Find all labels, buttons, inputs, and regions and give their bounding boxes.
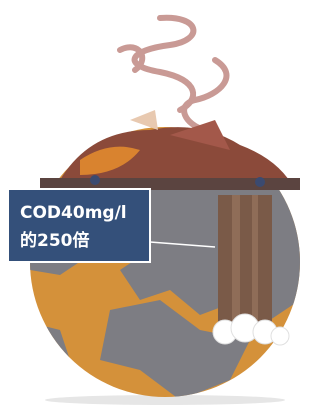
waterfall [218,195,272,330]
label-line: COD40mg/l [20,203,127,223]
page: COD40mg/l 的250倍 (() => { const data = JS… [0,0,316,406]
trash-pile [40,110,300,190]
illustration: COD40mg/l 的250倍 [0,0,316,406]
waterfall [232,195,240,330]
label-box [8,189,150,262]
waterfall [252,195,258,330]
smoke [120,18,226,130]
label-line: 的250倍 [20,230,90,251]
